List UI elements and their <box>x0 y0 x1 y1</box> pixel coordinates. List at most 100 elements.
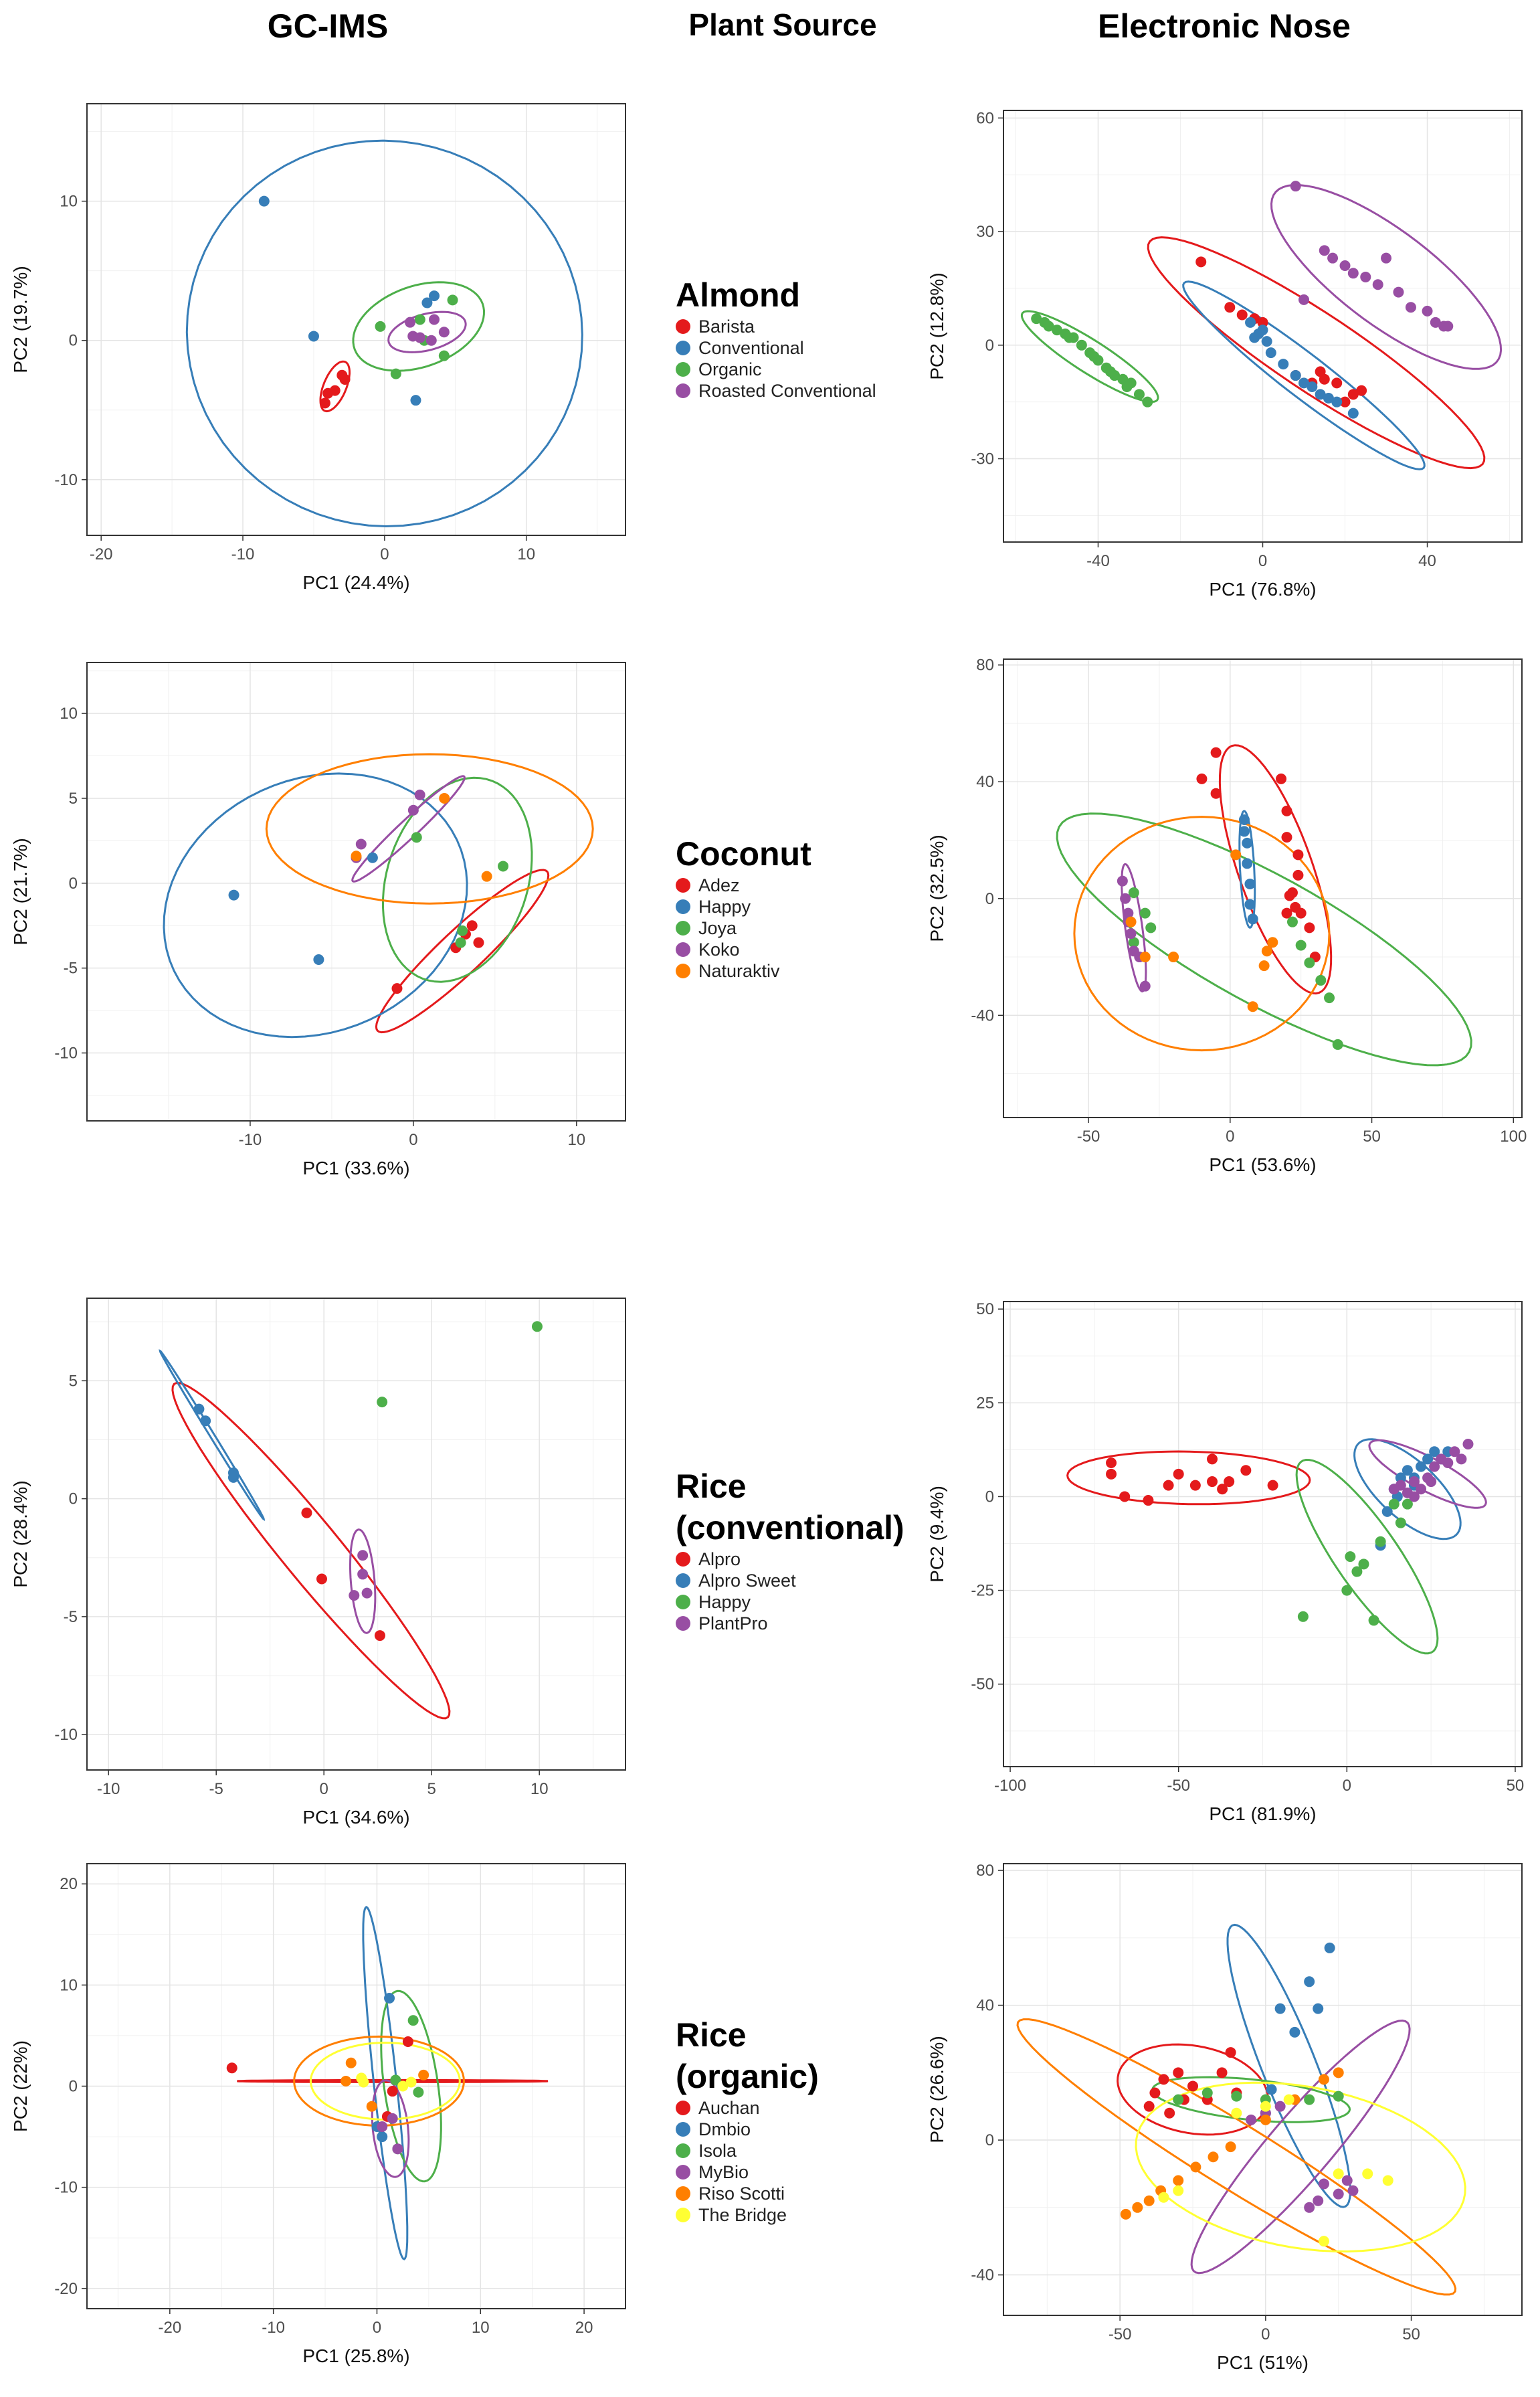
data-point <box>473 937 484 948</box>
legend-label: Organic <box>698 359 762 379</box>
y-tick-label: 50 <box>976 1300 994 1318</box>
legend-dot <box>676 2208 690 2222</box>
x-axis-label: PC1 (25.8%) <box>302 2345 409 2366</box>
enose-rice-conv-plot: -100 -50 0 50 -50 -25 0 25 50 PC1 (81.9%) PC2 (9.4… <box>927 1300 1524 1824</box>
y-tick-label: 10 <box>60 193 78 211</box>
data-point <box>418 2069 429 2080</box>
confidence-ellipse <box>1368 1439 1487 1509</box>
legend-label: Dmbio <box>698 2119 751 2139</box>
x-tick-label: -50 <box>1109 2325 1132 2343</box>
data-point <box>1426 1476 1437 1488</box>
y-tick-label: 10 <box>60 1976 78 1994</box>
confidence-ellipse <box>1147 236 1486 470</box>
data-point <box>200 1415 211 1427</box>
legend-label: Naturaktiv <box>698 960 780 981</box>
data-point <box>1372 279 1383 290</box>
data-point <box>1319 373 1330 385</box>
data-point <box>1290 370 1301 381</box>
group-title: Almond <box>676 274 917 316</box>
data-point <box>387 2113 398 2124</box>
data-point <box>1422 305 1433 317</box>
legend-label: Koko <box>698 939 740 960</box>
data-point <box>1242 837 1253 849</box>
data-point <box>1393 286 1404 298</box>
data-point <box>455 937 466 948</box>
data-point <box>390 2074 401 2086</box>
plot-panel <box>87 1298 625 1770</box>
data-point <box>1368 1615 1379 1626</box>
data-point <box>308 331 319 342</box>
data-point <box>1064 332 1075 343</box>
plot-frame <box>1003 110 1523 543</box>
plot-frame <box>86 662 626 1122</box>
y-tick-label: 40 <box>976 1997 994 2015</box>
y-tick-label: -25 <box>971 1582 994 1600</box>
enose-almond-plot: -40 0 40 -30 0 30 60 PC1 (76.8%) PC2 (12.8%) <box>927 109 1523 600</box>
x-tick-label: 100 <box>1500 1128 1527 1146</box>
legend-label: Conventional <box>698 337 804 358</box>
legend-label: Happy <box>698 896 751 917</box>
data-point <box>1133 389 1145 400</box>
data-point <box>1139 980 1151 992</box>
data-point <box>1125 916 1137 927</box>
legend-item: Naturaktiv <box>676 960 917 982</box>
y-tick-label: -5 <box>64 960 78 978</box>
group-title-line: (organic) <box>676 2058 819 2095</box>
legend-dot <box>676 2122 690 2137</box>
data-point <box>1289 2026 1301 2038</box>
confidence-ellipse <box>380 1989 442 2183</box>
confidence-ellipse <box>351 775 466 883</box>
data-point <box>357 1569 369 1580</box>
data-point <box>329 385 341 396</box>
data-point <box>1318 2178 1329 2190</box>
header-electronic-nose: Electronic Nose <box>1098 7 1351 45</box>
legend-dot <box>676 1595 690 1609</box>
confidence-ellipse <box>163 772 468 1039</box>
data-point <box>1290 901 1301 913</box>
data-point <box>397 2080 409 2092</box>
data-point <box>1119 1491 1131 1502</box>
y-axis-label: PC2 (19.7%) <box>10 266 31 373</box>
data-point <box>1341 2175 1353 2186</box>
data-point <box>1266 2084 1277 2095</box>
data-point <box>1351 1566 1363 1577</box>
confidence-ellipse <box>1135 2081 1466 2253</box>
data-point <box>1247 913 1258 925</box>
data-point <box>1104 366 1116 377</box>
legend-dot <box>676 1573 690 1588</box>
data-point <box>391 983 403 994</box>
legend-item: Barista <box>676 316 917 337</box>
data-point <box>1106 1457 1117 1469</box>
legend-item: The Bridge <box>676 2204 917 2226</box>
data-point <box>1231 2107 1242 2119</box>
data-point <box>466 920 478 931</box>
data-point <box>439 792 450 804</box>
data-point <box>1274 2003 1286 2014</box>
data-point <box>316 1573 327 1585</box>
data-point <box>1173 2067 1184 2078</box>
point-layer <box>1106 1438 1474 1626</box>
y-tick-label: 80 <box>976 656 994 675</box>
data-point <box>1088 351 1100 362</box>
data-point <box>1408 1476 1420 1488</box>
data-point <box>1143 2195 1155 2206</box>
confidence-ellipse <box>1117 2043 1269 2136</box>
x-tick-label: 10 <box>567 1131 585 1149</box>
data-point <box>1333 2091 1344 2102</box>
data-point <box>421 297 433 308</box>
data-point <box>402 2036 413 2047</box>
legend-label: MyBio <box>698 2161 749 2182</box>
gcims-coconut-plot: -10 0 10 -10 -5 0 5 10 PC1 (33.6%) PC2 (21.7%) <box>10 662 626 1178</box>
data-point <box>414 789 425 800</box>
x-axis-label: PC1 (33.6%) <box>302 1158 409 1178</box>
data-point <box>1168 952 1179 963</box>
data-point <box>1347 268 1359 279</box>
data-point <box>1284 890 1295 901</box>
data-point <box>1210 788 1222 799</box>
data-point <box>258 195 270 207</box>
legend-label: Barista <box>698 316 755 337</box>
data-point <box>319 397 330 409</box>
data-point <box>1318 2074 1329 2085</box>
data-point <box>1039 317 1050 328</box>
data-point <box>1304 2094 1315 2105</box>
